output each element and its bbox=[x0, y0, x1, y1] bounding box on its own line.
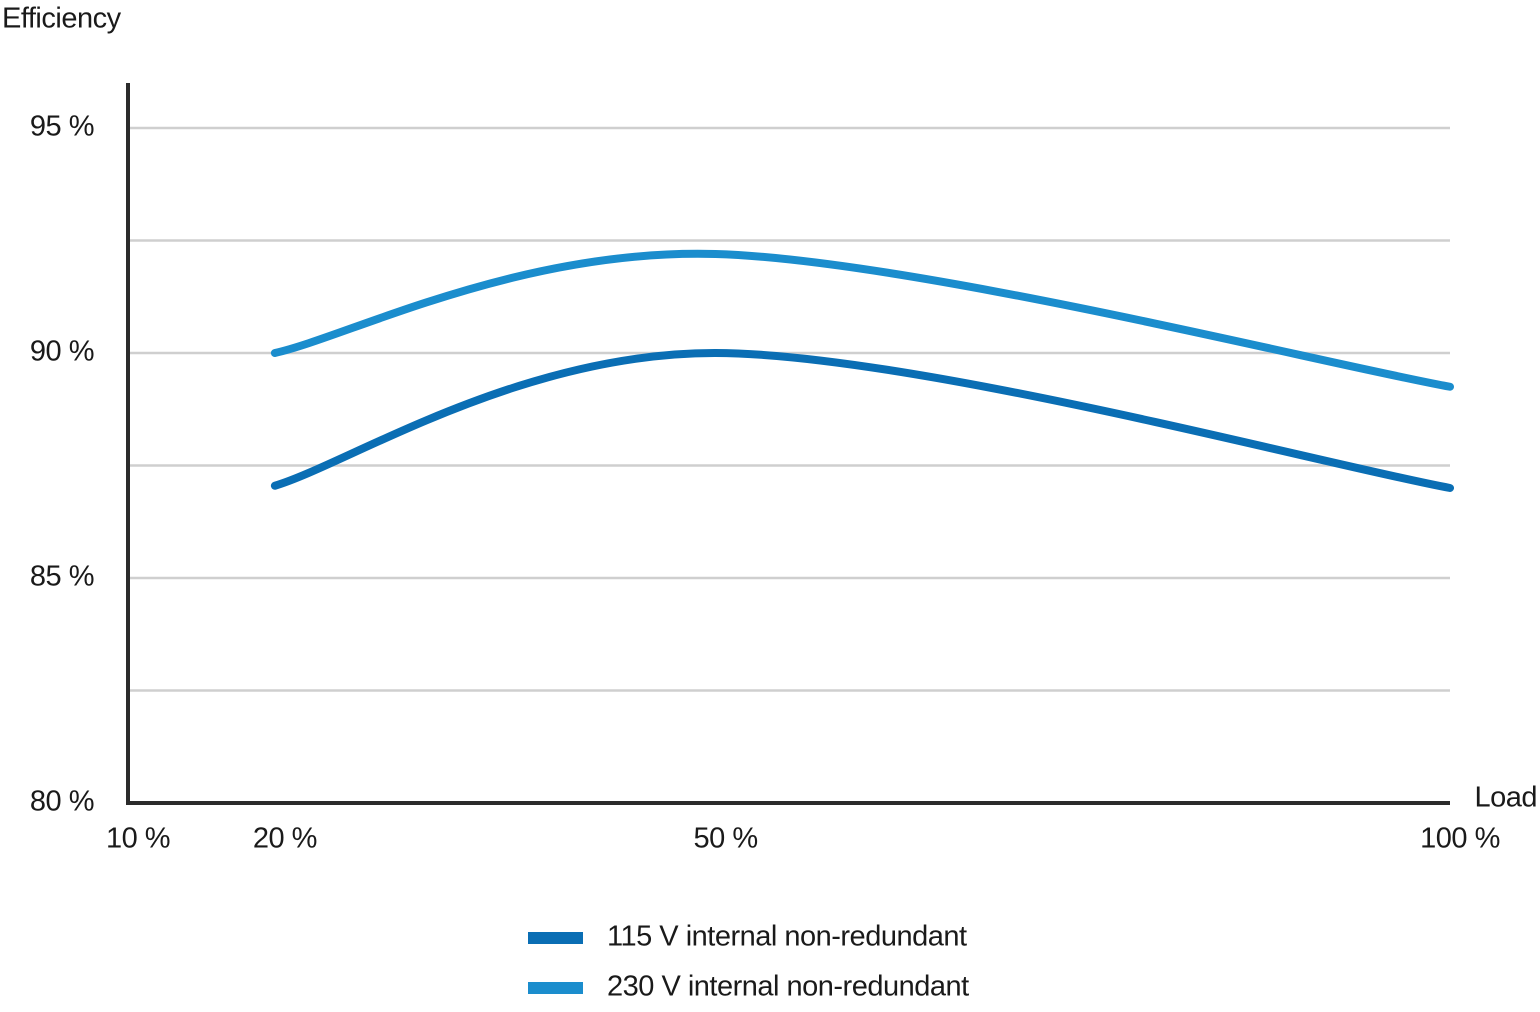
x-tick-label: 100 % bbox=[1420, 823, 1500, 855]
x-tick-label: 50 % bbox=[694, 823, 758, 855]
x-tick-label: 20 % bbox=[253, 823, 317, 855]
legend-swatch bbox=[528, 982, 583, 994]
y-tick-label: 80 % bbox=[30, 786, 94, 818]
y-tick-label: 95 % bbox=[30, 111, 94, 143]
line bbox=[270, 348, 1454, 492]
y-tick-label: 90 % bbox=[30, 336, 94, 368]
axis bbox=[126, 83, 1450, 805]
line bbox=[270, 249, 1454, 391]
legend-swatch bbox=[528, 932, 583, 944]
y-axis-label: Efficiency bbox=[2, 3, 122, 35]
x-axis-label: Load bbox=[1474, 782, 1537, 814]
y-tick-label: 85 % bbox=[30, 561, 94, 593]
legend-label: 115 V internal non-redundant bbox=[607, 921, 967, 953]
x-tick-label: 10 % bbox=[106, 823, 170, 855]
legend-label: 230 V internal non-redundant bbox=[607, 971, 969, 1003]
